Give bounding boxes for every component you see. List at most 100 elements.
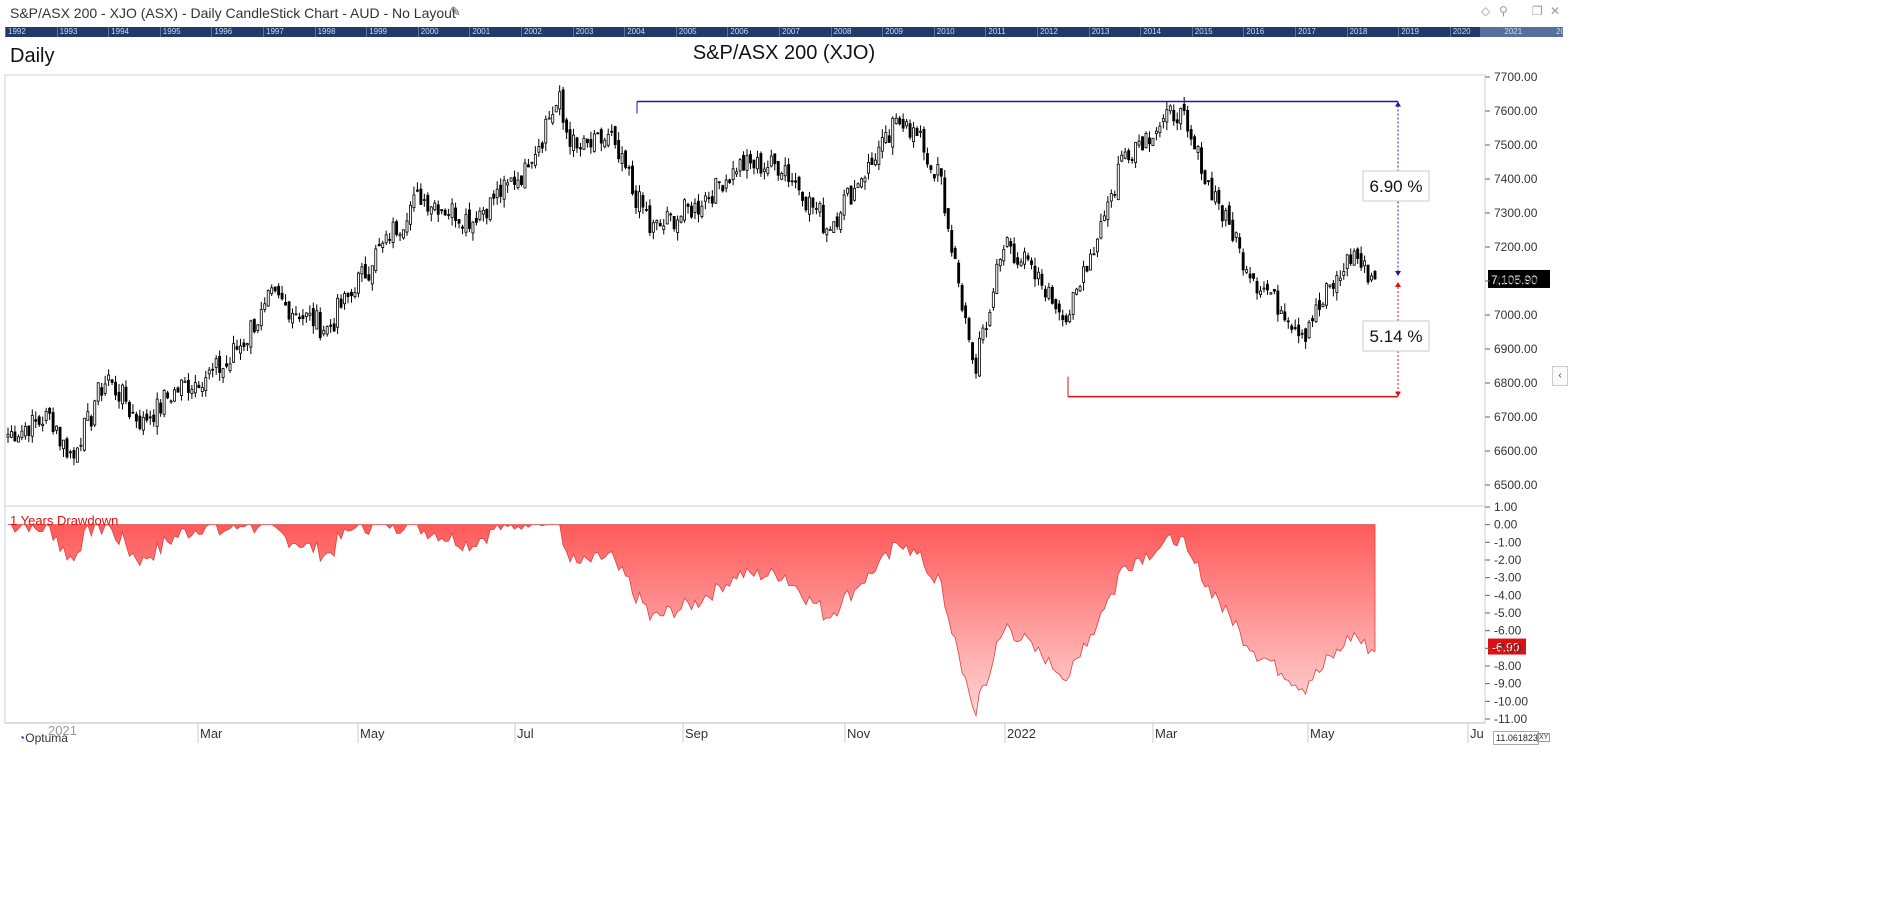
candle-body (957, 262, 961, 284)
candle-body (301, 315, 305, 320)
close-icon[interactable]: ✕ (1550, 4, 1561, 18)
candle-body (1061, 315, 1065, 321)
timeline-selection[interactable] (1480, 27, 1563, 37)
candle-body (1370, 275, 1373, 281)
candle-body (919, 130, 922, 133)
candle-body (1293, 327, 1297, 329)
candle-body (898, 117, 902, 125)
candle-body (721, 185, 725, 192)
candle-body (266, 290, 270, 307)
timeline-year[interactable]: 1996 (211, 27, 232, 37)
timeline-year[interactable]: 2012 (1037, 27, 1058, 37)
candle-body (121, 384, 124, 405)
candle-body (346, 292, 350, 297)
candle-body (402, 229, 405, 239)
timeline-year[interactable]: 2016 (1243, 27, 1264, 37)
candle-body (1283, 311, 1287, 321)
timeline-year[interactable]: 2005 (675, 27, 697, 37)
timeline-year[interactable]: 2004 (624, 27, 645, 37)
candle-body (1168, 105, 1172, 112)
drawdown-tick-label: -5.00 (1494, 606, 1522, 620)
candle-body (377, 243, 381, 247)
candle-body (384, 234, 388, 244)
pin-icon[interactable]: ⚲ (1499, 4, 1508, 18)
timeline-year[interactable]: 2007 (779, 27, 800, 37)
candle-body (1106, 201, 1110, 221)
timeline-navigator[interactable]: 1992 1993 1994 1995 1996 1997 1998 1999 2000 2001… (5, 27, 1563, 37)
candle-body (20, 430, 24, 438)
chevron-left-icon[interactable]: ‹ (1552, 366, 1568, 386)
xy-toggle[interactable]: XY (1537, 733, 1551, 742)
candle-body (65, 438, 69, 458)
candle-body (16, 436, 20, 443)
candle-body (960, 284, 964, 311)
candle-body (461, 226, 464, 229)
date-tick-label: Sep (685, 726, 708, 741)
timeline-year[interactable]: 2022 (1553, 27, 1563, 37)
candle-body (329, 324, 333, 327)
candle-body (180, 379, 183, 396)
date-tick-label: 2022 (1007, 726, 1036, 741)
candle-body (1144, 133, 1148, 149)
candle-body (686, 203, 690, 207)
candle-body (884, 132, 888, 143)
restore-icon[interactable]: ❐ (1532, 4, 1543, 18)
candle-body (1331, 282, 1335, 289)
timeline-year[interactable]: 1997 (263, 27, 284, 37)
timeline-year[interactable]: 2017 (1295, 27, 1316, 37)
candle-body (221, 368, 225, 378)
drawdown-tick-label: -8.00 (1494, 659, 1522, 673)
timeline-year[interactable]: 2015 (1191, 27, 1213, 37)
timeline-year[interactable]: 1998 (314, 27, 335, 37)
timeline-year[interactable]: 2009 (882, 27, 903, 37)
timeline-year[interactable]: 2014 (1140, 27, 1161, 37)
pencil-icon[interactable]: ✎ (450, 4, 461, 19)
candle-body (634, 190, 638, 209)
drawdown-tick-label: -6.00 (1494, 624, 1522, 638)
candle-body (1220, 205, 1224, 222)
candle-body (315, 310, 319, 330)
timeline-year[interactable]: 2011 (985, 27, 1006, 37)
candle-body (1075, 288, 1079, 295)
timeline-year[interactable]: 1993 (56, 27, 77, 37)
timeline-year[interactable]: 1992 (5, 27, 26, 37)
timeline-year[interactable]: 1994 (108, 27, 129, 37)
candle-body (731, 168, 735, 180)
timeline-year[interactable]: 1995 (159, 27, 181, 37)
candle-body (1113, 194, 1117, 196)
timeline-year[interactable]: 2000 (417, 27, 439, 37)
timeline-year[interactable]: 2002 (521, 27, 542, 37)
timeline-year[interactable]: 2021 (1501, 27, 1522, 37)
timeline-year[interactable]: 2020 (1449, 27, 1471, 37)
candle-body (1252, 273, 1256, 279)
annotations: 6.90 % 5.14 % 7,105.90 -6.90 (636, 100, 1550, 655)
candle-body (228, 363, 232, 372)
candle-body (1154, 130, 1158, 135)
candle-body (506, 182, 510, 186)
timeline-year[interactable]: 2008 (830, 27, 851, 37)
candle-body (873, 159, 877, 166)
candle-body (1151, 137, 1155, 146)
candle-body (676, 219, 680, 233)
timeline-year[interactable]: 2006 (727, 27, 748, 37)
timeline-year[interactable]: 2018 (1346, 27, 1367, 37)
candle-body (162, 389, 166, 415)
candle-body (186, 379, 190, 393)
timeline-year[interactable]: 2013 (1088, 27, 1109, 37)
candle-body (1269, 292, 1273, 295)
candle-body (1276, 290, 1280, 315)
timeline-year[interactable]: 2010 (933, 27, 955, 37)
drawdown-tick-label: 0.00 (1494, 518, 1518, 532)
candle-body (794, 180, 798, 183)
diamond-icon[interactable]: ◇ (1481, 4, 1491, 18)
timeline-year[interactable]: 2003 (572, 27, 593, 37)
candle-body (710, 196, 714, 204)
candle-body (894, 117, 898, 124)
chart-area[interactable]: 6.90 % 5.14 % 7,105.90 -6.90 7700.00 7600.00… (0, 0, 1568, 750)
candle-body (932, 174, 936, 179)
timeline-year[interactable]: 2019 (1398, 27, 1419, 37)
candle-body (523, 162, 527, 189)
candle-body (971, 342, 974, 361)
timeline-year[interactable]: 2001 (469, 27, 490, 37)
timeline-year[interactable]: 1999 (366, 27, 387, 37)
